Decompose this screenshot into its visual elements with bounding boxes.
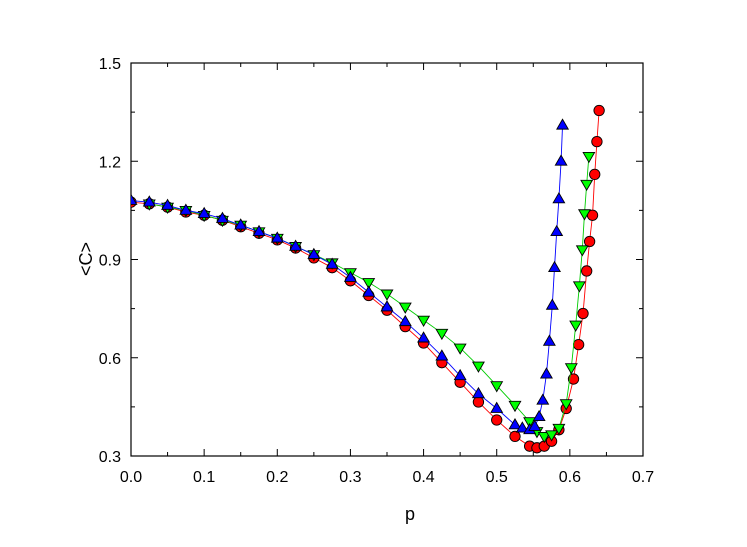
data-point <box>131 193 138 205</box>
data-point <box>547 260 561 273</box>
data-point <box>289 239 303 251</box>
x-tick-label: 0.0 <box>120 469 142 486</box>
data-point <box>552 423 566 436</box>
data-point <box>508 418 522 430</box>
y-tick-label: 0.6 <box>99 351 121 368</box>
data-point <box>591 135 603 148</box>
data-point <box>542 334 556 346</box>
data-point <box>577 209 591 221</box>
data-point <box>362 278 376 290</box>
data-point <box>491 414 503 426</box>
data-point <box>539 367 553 379</box>
x-tick-label: 0.4 <box>412 469 434 486</box>
y-tick-label: 0.3 <box>99 449 121 466</box>
data-point <box>559 399 573 411</box>
y-tick-label: 0.9 <box>99 253 121 270</box>
data-point <box>490 381 504 393</box>
data-point <box>197 206 211 219</box>
data-point <box>435 328 449 341</box>
data-point <box>515 421 529 433</box>
data-point <box>380 300 394 312</box>
data-point <box>569 320 583 332</box>
y-tick-label: 1.2 <box>99 154 121 171</box>
series-triangle-up <box>131 118 570 435</box>
data-point <box>583 235 596 248</box>
data-point <box>509 430 521 442</box>
data-point <box>572 338 585 351</box>
data-point <box>362 285 376 297</box>
data-point <box>545 298 559 310</box>
data-point <box>270 231 284 243</box>
axis-ticks: 0.0 0.1 0.2 0.3 0.4 0.5 0.6 0.7 0.3 0.6 0.9 1.2 1.5 <box>99 56 654 486</box>
data-point <box>215 211 229 223</box>
data-point <box>550 224 564 237</box>
x-tick-label: 0.3 <box>339 469 361 486</box>
data-point <box>575 245 589 257</box>
data-point <box>398 302 412 314</box>
data-point <box>589 168 601 181</box>
y-tick-label: 1.5 <box>99 56 121 73</box>
x-tick-label: 0.2 <box>266 469 288 486</box>
x-tick-label: 0.5 <box>486 469 508 486</box>
data-point <box>508 400 522 413</box>
data-point <box>552 192 566 204</box>
data-point <box>472 396 485 408</box>
data-point <box>593 104 605 117</box>
data-point <box>343 270 357 282</box>
data-point <box>545 430 559 442</box>
data-point <box>471 386 485 399</box>
x-axis-label: p <box>405 504 415 524</box>
data-point <box>528 419 542 431</box>
data-point <box>567 373 580 385</box>
data-point <box>142 195 156 207</box>
x-tick-label: 0.7 <box>632 469 654 486</box>
data-point <box>380 289 394 301</box>
data-point <box>554 154 568 166</box>
data-point <box>307 247 321 259</box>
data-point <box>453 368 467 381</box>
data-point <box>252 224 266 237</box>
data-point <box>234 218 248 230</box>
data-point <box>325 257 339 269</box>
data-point <box>556 118 570 130</box>
data-point <box>435 349 449 361</box>
series-layer <box>131 104 605 454</box>
data-point <box>564 363 578 375</box>
data-point <box>417 331 431 343</box>
data-point <box>490 401 504 413</box>
x-tick-label: 0.6 <box>559 469 581 486</box>
y-axis-label: <C> <box>76 242 96 276</box>
data-point <box>179 203 193 215</box>
data-point <box>572 281 586 293</box>
data-point <box>532 409 546 422</box>
plot-frame <box>130 62 644 457</box>
data-point <box>537 432 551 444</box>
data-point <box>580 179 594 192</box>
data-point <box>536 393 550 405</box>
data-point <box>161 198 175 210</box>
data-point <box>523 417 537 429</box>
data-point <box>453 343 467 355</box>
data-point <box>471 361 485 373</box>
data-point <box>398 314 412 327</box>
data-point <box>582 151 596 164</box>
data-point <box>581 265 593 277</box>
data-point <box>417 315 431 327</box>
x-tick-label: 0.1 <box>193 469 215 486</box>
data-point <box>577 307 589 320</box>
